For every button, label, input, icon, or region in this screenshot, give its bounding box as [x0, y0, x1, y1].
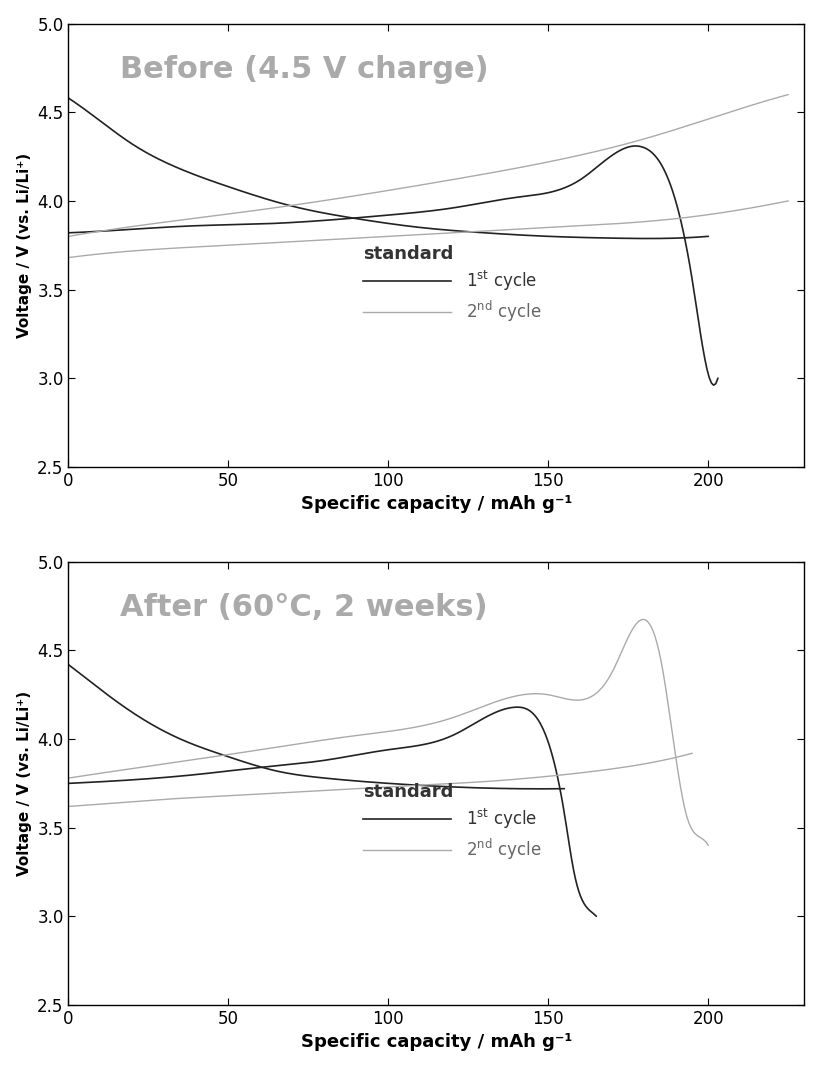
- Text: After (60°C, 2 weeks): After (60°C, 2 weeks): [120, 593, 488, 622]
- Text: 2$^\mathregular{nd}$ cycle: 2$^\mathregular{nd}$ cycle: [466, 837, 541, 863]
- X-axis label: Specific capacity / mAh g⁻¹: Specific capacity / mAh g⁻¹: [300, 1034, 572, 1051]
- X-axis label: Specific capacity / mAh g⁻¹: Specific capacity / mAh g⁻¹: [300, 496, 572, 513]
- Text: 1$^\mathregular{st}$ cycle: 1$^\mathregular{st}$ cycle: [466, 806, 537, 831]
- Text: standard: standard: [363, 783, 453, 801]
- Text: 1$^\mathregular{st}$ cycle: 1$^\mathregular{st}$ cycle: [466, 269, 537, 293]
- Text: 2$^\mathregular{nd}$ cycle: 2$^\mathregular{nd}$ cycle: [466, 299, 541, 325]
- Y-axis label: Voltage / V (vs. Li/Li⁺): Voltage / V (vs. Li/Li⁺): [16, 691, 32, 876]
- Text: standard: standard: [363, 246, 453, 263]
- Text: Before (4.5 V charge): Before (4.5 V charge): [120, 54, 488, 83]
- Y-axis label: Voltage / V (vs. Li/Li⁺): Voltage / V (vs. Li/Li⁺): [16, 153, 32, 337]
